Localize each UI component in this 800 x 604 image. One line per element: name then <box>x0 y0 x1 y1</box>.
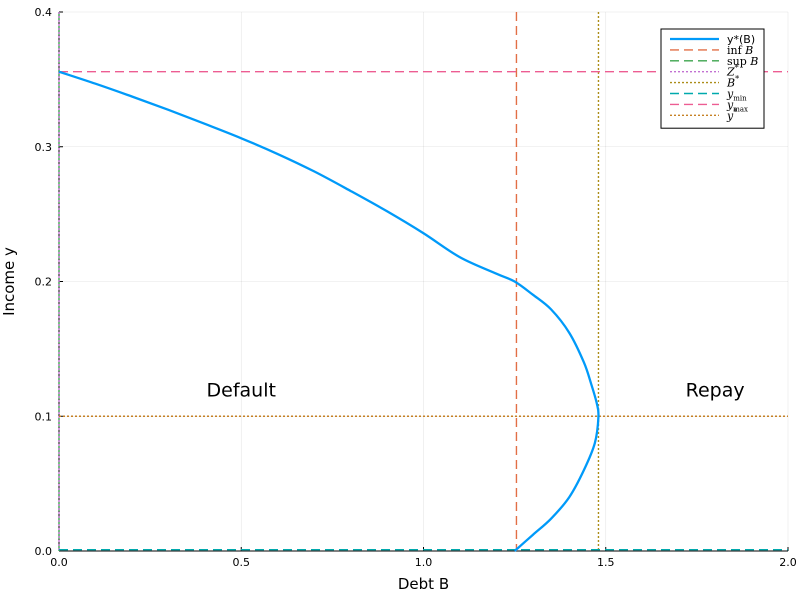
legend-box <box>660 28 765 129</box>
y-tick-label: 0.2 <box>35 276 53 289</box>
legend-label: ymin <box>726 88 747 103</box>
legend-label: y* <box>726 107 737 122</box>
legend-label: inf B <box>727 44 753 57</box>
x-tick-label: 0.5 <box>233 556 251 569</box>
x-axis-title: Debt B <box>398 575 449 593</box>
legend-label: ymax <box>726 98 748 113</box>
legend-label: y*(B) <box>727 33 755 46</box>
x-tick-label: 1.5 <box>597 556 615 569</box>
axes: 0.0 0.5 1.0 1.5 2.0 0.0 0.1 0.2 0.3 0.4 Debt B Inco… <box>0 6 797 593</box>
region-label: Default <box>207 379 276 401</box>
region-label: Repay <box>686 379 745 401</box>
y-axis-title: Income y <box>0 247 18 316</box>
y-tick-label: 0.1 <box>35 410 53 423</box>
y-tick-label: 0.3 <box>35 141 53 154</box>
y-tick-label: 0.0 <box>35 545 53 558</box>
y-tick-label: 0.4 <box>35 6 53 19</box>
annotations: Default Repay <box>207 379 745 401</box>
legend-label: Z* <box>726 64 739 79</box>
x-tick-label: 1.0 <box>415 556 433 569</box>
series-curve-y-star-of-b <box>58 70 600 552</box>
legend-label: B* <box>726 75 739 90</box>
x-tick-label: 2.0 <box>779 556 797 569</box>
x-tick-label: 0.0 <box>50 556 68 569</box>
series-layer <box>58 12 788 552</box>
legend-label: sup B <box>727 55 758 68</box>
